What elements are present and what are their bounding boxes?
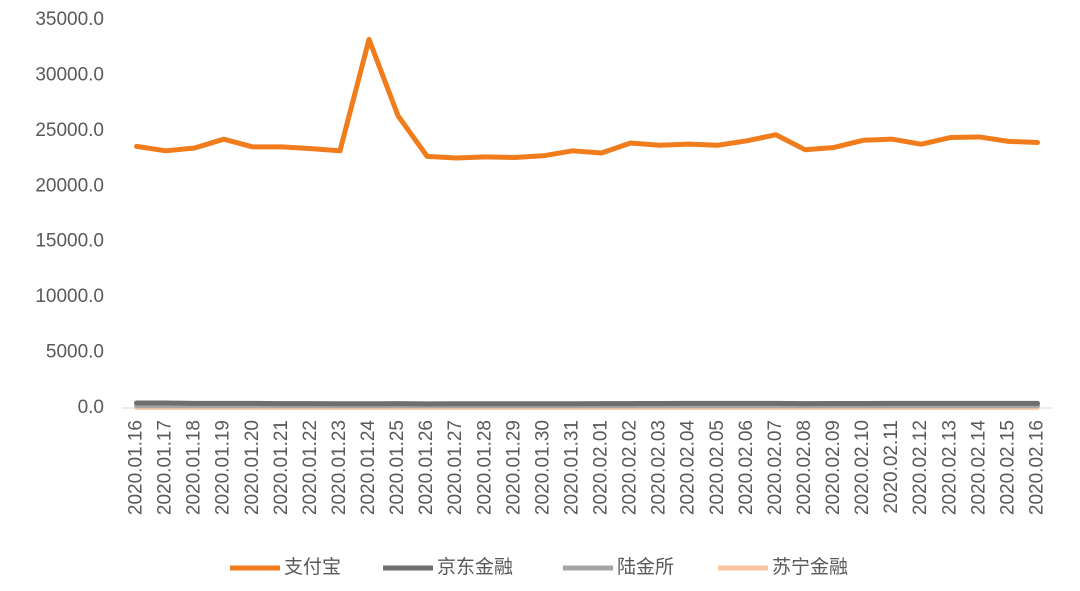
x-tick-label: 2020.02.05	[707, 420, 728, 515]
legend-label: 支付宝	[284, 556, 341, 578]
x-tick-label: 2020.01.16	[126, 420, 147, 515]
x-tick-label: 2020.02.02	[620, 420, 641, 515]
x-tick-label: 2020.02.04	[678, 420, 699, 516]
y-tick-label: 20000.0	[35, 175, 104, 196]
x-tick-label: 2020.02.01	[591, 420, 612, 515]
x-tick-label: 2020.01.22	[300, 420, 321, 515]
x-tick-label: 2020.01.29	[503, 420, 524, 515]
x-tick-label: 2020.02.06	[736, 420, 757, 515]
series-line	[134, 400, 1040, 407]
x-tick-label: 2020.02.13	[939, 420, 960, 515]
x-tick-label: 2020.02.14	[968, 420, 989, 516]
x-tick-label: 2020.01.18	[184, 420, 205, 515]
x-tick-label: 2020.02.11	[881, 420, 902, 514]
x-tick-label: 2020.02.15	[997, 420, 1018, 515]
x-tick-label: 2020.01.19	[213, 420, 234, 515]
y-tick-label: 25000.0	[35, 120, 104, 141]
y-tick-label: 5000.0	[46, 342, 104, 363]
x-tick-label: 2020.01.31	[561, 420, 582, 515]
x-tick-label: 2020.01.30	[532, 420, 553, 515]
x-tick-label: 2020.02.09	[823, 420, 844, 515]
legend-label: 陆金所	[617, 556, 674, 578]
x-tick-label: 2020.01.27	[445, 420, 466, 515]
x-tick-label: 2020.02.08	[794, 420, 815, 515]
x-tick-label: 2020.02.16	[1026, 420, 1047, 515]
x-tick-label: 2020.02.07	[765, 420, 786, 515]
legend-label: 京东金融	[437, 556, 513, 578]
x-tick-label: 2020.01.17	[155, 420, 176, 515]
x-tick-label: 2020.01.21	[271, 420, 292, 515]
x-tick-label: 2020.01.20	[242, 420, 263, 515]
x-tick-label: 2020.02.10	[852, 420, 873, 515]
legend-label: 苏宁金融	[772, 556, 848, 578]
x-tick-label: 2020.01.25	[387, 420, 408, 515]
y-tick-label: 15000.0	[35, 231, 104, 252]
x-tick-label: 2020.01.26	[416, 420, 437, 515]
x-tick-label: 2020.01.28	[474, 420, 495, 515]
x-tick-label: 2020.02.12	[910, 420, 931, 515]
y-tick-label: 10000.0	[35, 286, 104, 307]
series-line	[134, 36, 1040, 161]
y-tick-label: 35000.0	[35, 9, 104, 30]
x-tick-label: 2020.01.24	[358, 420, 379, 516]
x-tick-label: 2020.01.23	[329, 420, 350, 515]
y-tick-label: 30000.0	[35, 64, 104, 85]
y-tick-label: 0.0	[78, 397, 104, 418]
x-tick-label: 2020.02.03	[649, 420, 670, 515]
